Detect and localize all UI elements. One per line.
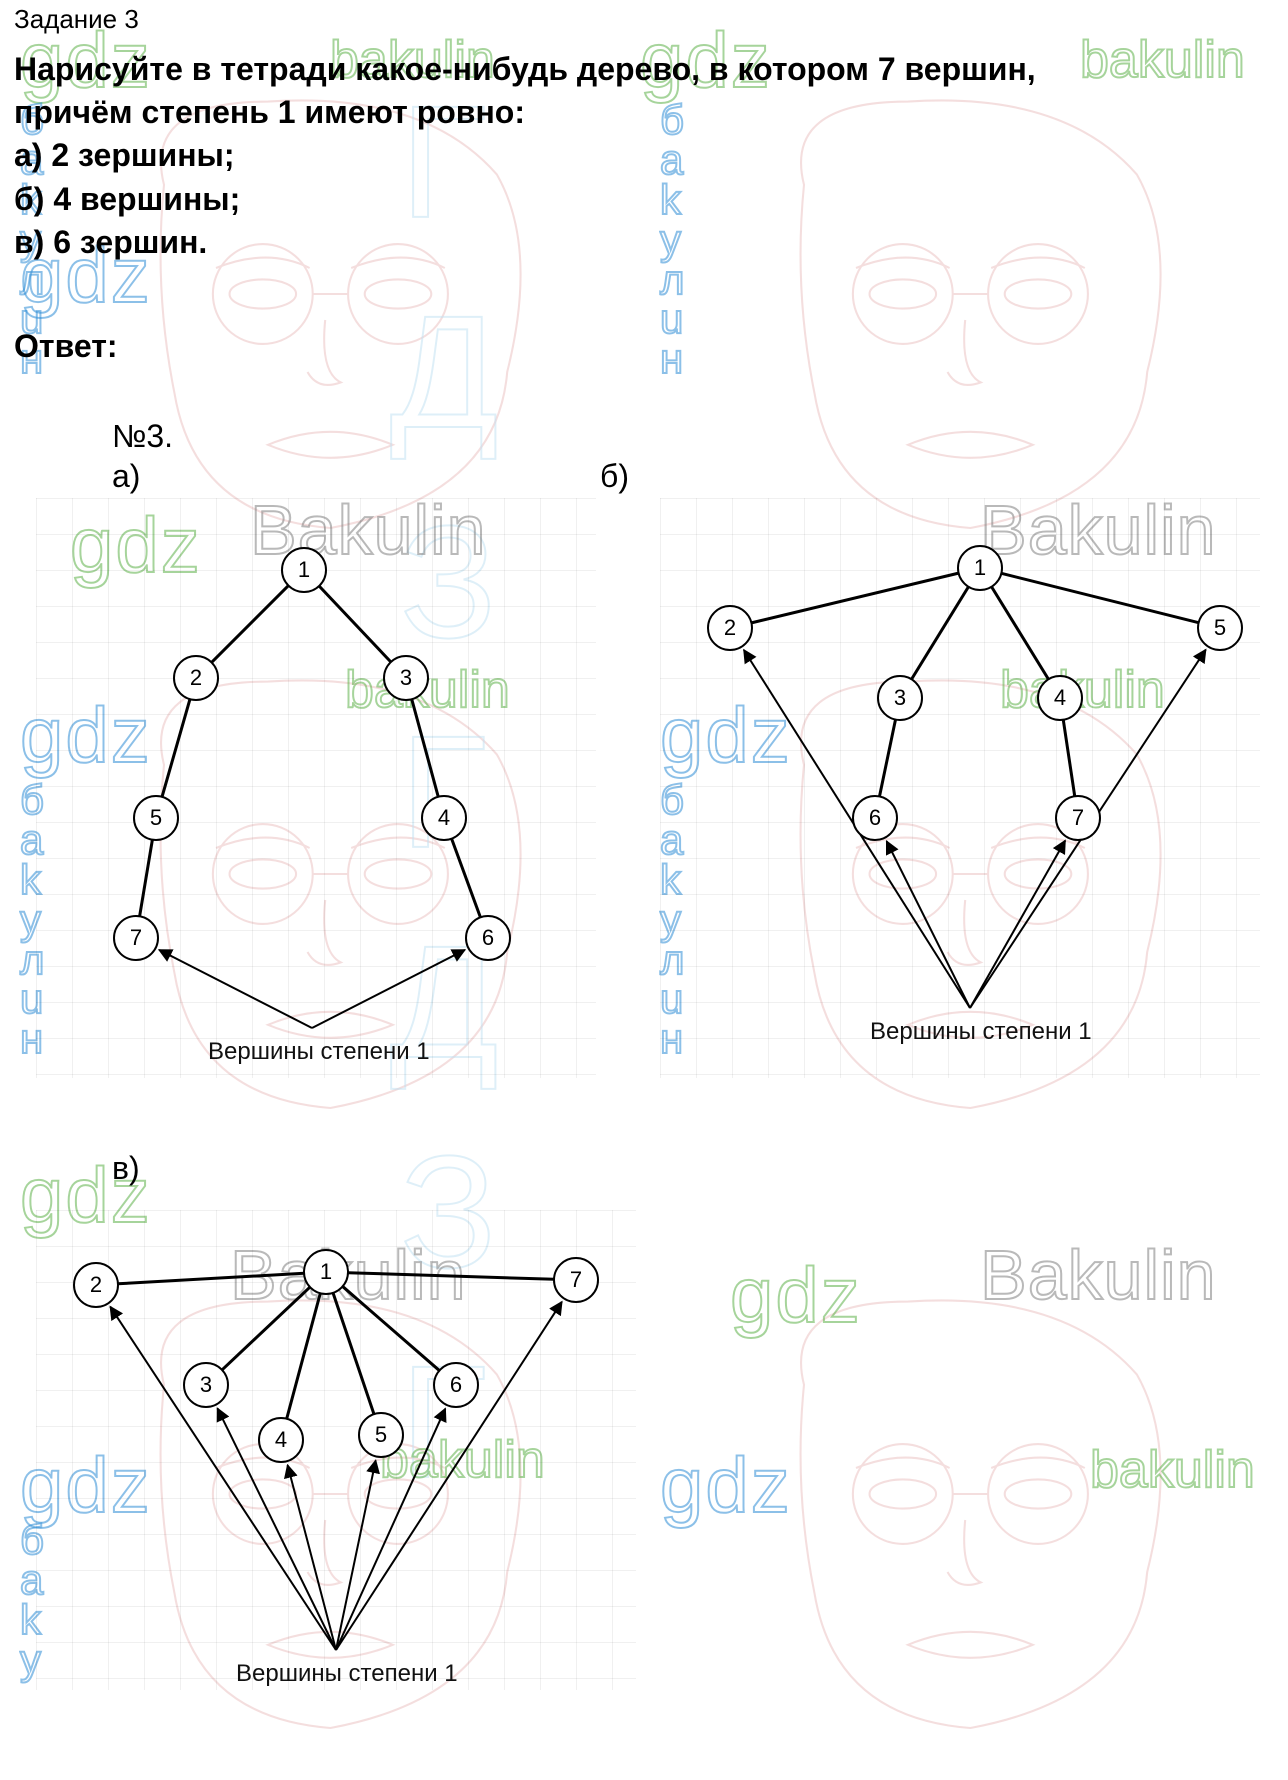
graph-edge	[343, 1286, 440, 1370]
wm-gdz: gdz	[730, 1250, 862, 1341]
leaf-caption: Вершины степени 1	[236, 1660, 458, 1688]
graph-edge	[992, 587, 1049, 680]
graph-node-label: 4	[1054, 685, 1066, 710]
graph-edge	[140, 840, 153, 917]
leaf-arrow	[887, 841, 970, 1008]
leaf-arrow	[336, 1302, 562, 1650]
graph-panel-a: 1 2 3 5 4 7 6 Вершины степени 1	[36, 498, 596, 1078]
graph-node-label: 1	[298, 557, 310, 582]
problem-line: Нарисуйте в тетради какое-нибудь дерево,…	[14, 48, 1274, 91]
answer-label: Ответ:	[14, 328, 118, 365]
graph-svg-a: 1 2 3 5 4 7 6	[36, 498, 596, 1078]
graph-panel-c: 1 2 7 3 6 4 5 Вершины степени 1	[36, 1210, 636, 1690]
graph-node-label: 1	[320, 1259, 332, 1284]
problem-line: причём степень 1 имеют ровно:	[14, 91, 1274, 134]
graph-svg-b: 1 2 5 3 4 6 7	[660, 498, 1260, 1078]
graph-edge	[162, 699, 190, 797]
task-header: Задание 3	[14, 4, 139, 35]
graph-node-label: 7	[130, 925, 142, 950]
gdz-big-letter: Д	[390, 280, 498, 464]
graph-node-label: 5	[150, 805, 162, 830]
graph-edge	[452, 839, 481, 918]
graph-node-label: 3	[400, 665, 412, 690]
wm-bakulin: bakulin	[1090, 1440, 1255, 1500]
graph-edge	[1063, 720, 1074, 796]
graph-node-label: 4	[275, 1427, 287, 1452]
graph-node-label: 4	[438, 805, 450, 830]
problem-statement: Нарисуйте в тетради какое-нибудь дерево,…	[14, 48, 1274, 264]
leaf-arrow	[288, 1465, 336, 1650]
graph-edge	[412, 699, 438, 797]
part-label-a: а)	[112, 458, 140, 495]
graph-node-label: 2	[90, 1272, 102, 1297]
graph-node-label: 2	[190, 665, 202, 690]
wm-bakulin-big: Bakulin	[980, 1235, 1217, 1315]
part-label-c: в)	[112, 1150, 140, 1187]
graph-node-label: 5	[1214, 615, 1226, 640]
graph-node-label: 3	[200, 1372, 212, 1397]
graph-node-label: 3	[894, 685, 906, 710]
graph-panel-b: 1 2 5 3 4 6 7 Вершины степени 1	[660, 498, 1260, 1078]
graph-edge	[348, 1273, 554, 1280]
graph-edge	[912, 587, 969, 680]
graph-node-label: 6	[869, 805, 881, 830]
graph-edge	[287, 1293, 321, 1418]
graph-svg-c: 1 2 7 3 6 4 5	[36, 1210, 636, 1690]
graph-node-label: 2	[724, 615, 736, 640]
leaf-arrow	[159, 950, 312, 1028]
wm-gdz: gdz	[660, 1440, 792, 1531]
problem-line: в) 6 зершин.	[14, 221, 1274, 264]
graph-edge	[1001, 573, 1198, 622]
graph-edge	[319, 586, 391, 662]
graph-edge	[879, 720, 895, 797]
graph-node-label: 5	[375, 1422, 387, 1447]
leaf-arrow	[312, 950, 465, 1028]
part-label-b: б)	[600, 458, 629, 495]
leaf-caption: Вершины степени 1	[208, 1038, 430, 1066]
graph-node-label: 1	[974, 555, 986, 580]
graph-node-label: 7	[570, 1267, 582, 1292]
graph-edge	[212, 586, 289, 663]
problem-line: а) 2 зершины;	[14, 134, 1274, 177]
leaf-caption: Вершины степени 1	[870, 1018, 1092, 1046]
graph-edge	[333, 1293, 374, 1414]
graph-edge	[118, 1273, 304, 1284]
answer-number: №3.	[112, 418, 173, 455]
leaf-arrow	[970, 841, 1065, 1008]
graph-edge	[751, 573, 958, 623]
problem-line: б) 4 вершины;	[14, 178, 1274, 221]
face-watermark	[700, 1260, 1220, 1780]
graph-node-label: 6	[450, 1372, 462, 1397]
graph-node-label: 6	[482, 925, 494, 950]
leaf-arrow	[336, 1460, 376, 1650]
graph-edge	[222, 1287, 310, 1370]
graph-node-label: 7	[1072, 805, 1084, 830]
